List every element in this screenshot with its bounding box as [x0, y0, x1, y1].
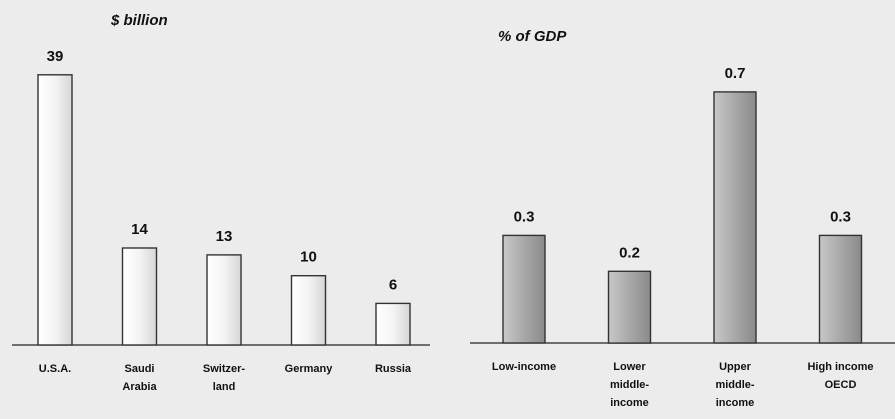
tick-label-0-2: Switzer-land [203, 363, 246, 393]
tick-label-line: middle- [610, 379, 649, 391]
tick-label-0-1: Saudi Arabia [122, 363, 157, 393]
data-label-0-3: 10 [300, 249, 317, 266]
bar-0-3 [290, 275, 327, 346]
tick-label-line: OECD [825, 379, 857, 391]
tick-label-1-3: High income OECD [807, 361, 873, 391]
data-label-0-4: 6 [389, 276, 397, 293]
data-label-1-2: 0.7 [725, 65, 746, 82]
tick-label-line: Upper [719, 361, 752, 373]
tick-label-line: Saudi [125, 363, 155, 375]
bar-1-0 [502, 234, 546, 344]
chart-right: % of GDP 0.3 Low-income 0.2 Lower middle-inc… [470, 28, 895, 409]
tick-label-0-0: U.S.A. [39, 363, 71, 375]
tick-label-line: income [716, 397, 755, 409]
tick-label-line: middle- [715, 379, 754, 391]
unit-label-right: % of GDP [498, 28, 567, 45]
tick-label-line: Low-income [492, 361, 556, 373]
tick-label-0-4: Russia [375, 363, 412, 375]
bar-1-2 [713, 91, 757, 344]
bar-1-3 [818, 234, 863, 344]
tick-label-1-2: Upper middle-income [715, 361, 754, 409]
tick-label-line: Arabia [122, 381, 157, 393]
data-label-1-0: 0.3 [514, 208, 535, 225]
tick-label-line: U.S.A. [39, 363, 71, 375]
tick-label-line: Lower [613, 361, 646, 373]
data-label-0-1: 14 [131, 221, 148, 238]
tick-label-line: High income [807, 361, 873, 373]
tick-label-line: Switzer- [203, 363, 246, 375]
data-label-1-3: 0.3 [830, 208, 851, 225]
unit-label-left: $ billion [110, 12, 168, 29]
bar-0-2 [206, 254, 242, 346]
tick-label-1-1: Lower middle-income [610, 361, 649, 409]
tick-label-line: land [213, 381, 236, 393]
data-label-1-1: 0.2 [619, 244, 640, 261]
bar-1-1 [607, 270, 652, 344]
chart-left: $ billion 39 U.S.A. 14 Saudi Arabia 13 Switzer… [12, 12, 430, 393]
tick-label-line: Germany [285, 363, 334, 375]
tick-label-1-0: Low-income [492, 361, 556, 373]
tick-label-line: Russia [375, 363, 412, 375]
bar-0-1 [121, 247, 158, 346]
data-label-0-2: 13 [216, 228, 233, 245]
data-label-0-0: 39 [47, 48, 64, 65]
bar-0-0 [37, 74, 73, 346]
bar-0-4 [375, 302, 411, 346]
tick-label-line: income [610, 397, 649, 409]
tick-label-0-3: Germany [285, 363, 334, 375]
